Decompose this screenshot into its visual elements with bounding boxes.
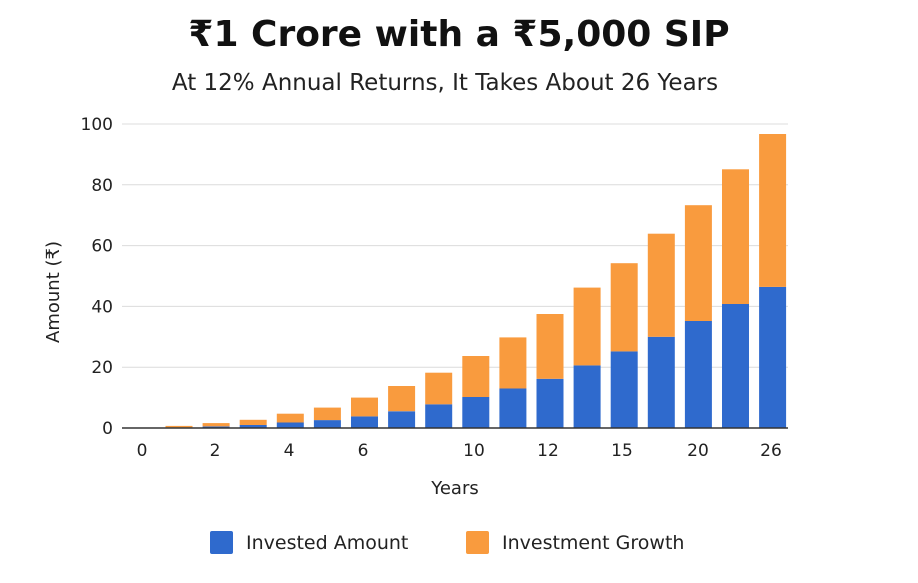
chart-title: ₹1 Crore with a ₹5,000 SIP — [188, 14, 730, 55]
bar-invested — [499, 388, 527, 428]
bar-growth — [684, 205, 712, 321]
bar-growth — [573, 287, 601, 366]
bar-invested — [239, 425, 267, 428]
bars — [165, 134, 787, 428]
bar-growth — [313, 407, 341, 421]
bar-invested — [610, 351, 638, 428]
legend-item-growth: Investment Growth — [466, 531, 684, 554]
bar-growth — [610, 263, 638, 352]
bar-invested — [313, 420, 341, 428]
legend-swatch-growth — [466, 531, 489, 554]
bar-growth — [759, 134, 787, 287]
chart-subtitle: At 12% Annual Returns, It Takes About 26… — [171, 70, 719, 96]
x-tick-label: 2 — [210, 441, 221, 461]
bar-invested — [388, 411, 416, 428]
bar-growth — [239, 419, 267, 425]
x-tick-labels: 0 2 4 6 10 12 15 20 26 — [137, 441, 782, 461]
x-tick-label: 0 — [137, 441, 148, 461]
bar-growth — [202, 423, 230, 427]
legend: Invested Amount Investment Growth — [0, 531, 918, 557]
x-tick-label: 6 — [358, 441, 369, 461]
bar-growth — [276, 413, 304, 423]
bar-invested — [351, 416, 378, 428]
x-tick-label: 15 — [611, 441, 633, 461]
bar-invested — [276, 422, 304, 428]
bar-growth — [388, 386, 416, 412]
x-axis-label: Years — [430, 478, 479, 499]
bar-invested — [536, 378, 564, 428]
y-tick-label: 0 — [102, 419, 113, 439]
bar-growth — [425, 372, 453, 405]
bar-invested — [759, 286, 787, 428]
bar-invested — [684, 321, 712, 428]
y-tick-label: 100 — [81, 115, 113, 135]
legend-label-invested: Invested Amount — [246, 531, 409, 554]
bar-growth — [722, 169, 749, 304]
y-tick-label: 60 — [91, 237, 113, 257]
y-axis-label: Amount (₹) — [43, 241, 64, 343]
x-tick-label: 20 — [687, 441, 709, 461]
bar-growth — [647, 233, 675, 337]
bar-invested — [462, 397, 490, 428]
legend-label-growth: Investment Growth — [502, 531, 685, 554]
bar-invested — [647, 336, 675, 428]
y-tick-label: 20 — [91, 358, 113, 378]
bar-growth — [462, 356, 490, 397]
y-tick-labels: 0 20 40 60 80 100 — [81, 115, 113, 439]
legend-swatch-invested — [210, 531, 233, 554]
bar-invested — [425, 404, 453, 428]
gridlines — [122, 123, 788, 368]
x-tick-label: 12 — [537, 441, 559, 461]
legend-item-invested: Invested Amount — [210, 531, 408, 554]
x-tick-label: 4 — [284, 441, 295, 461]
bar-invested — [722, 304, 749, 428]
bar-growth — [165, 425, 193, 428]
bar-growth — [351, 397, 378, 417]
bar-growth — [499, 337, 527, 389]
y-tick-label: 80 — [91, 176, 113, 196]
bar-growth — [536, 314, 564, 379]
bar-invested — [573, 365, 601, 428]
y-tick-label: 40 — [91, 297, 113, 317]
x-tick-label: 10 — [463, 441, 485, 461]
x-tick-label: 26 — [760, 441, 782, 461]
